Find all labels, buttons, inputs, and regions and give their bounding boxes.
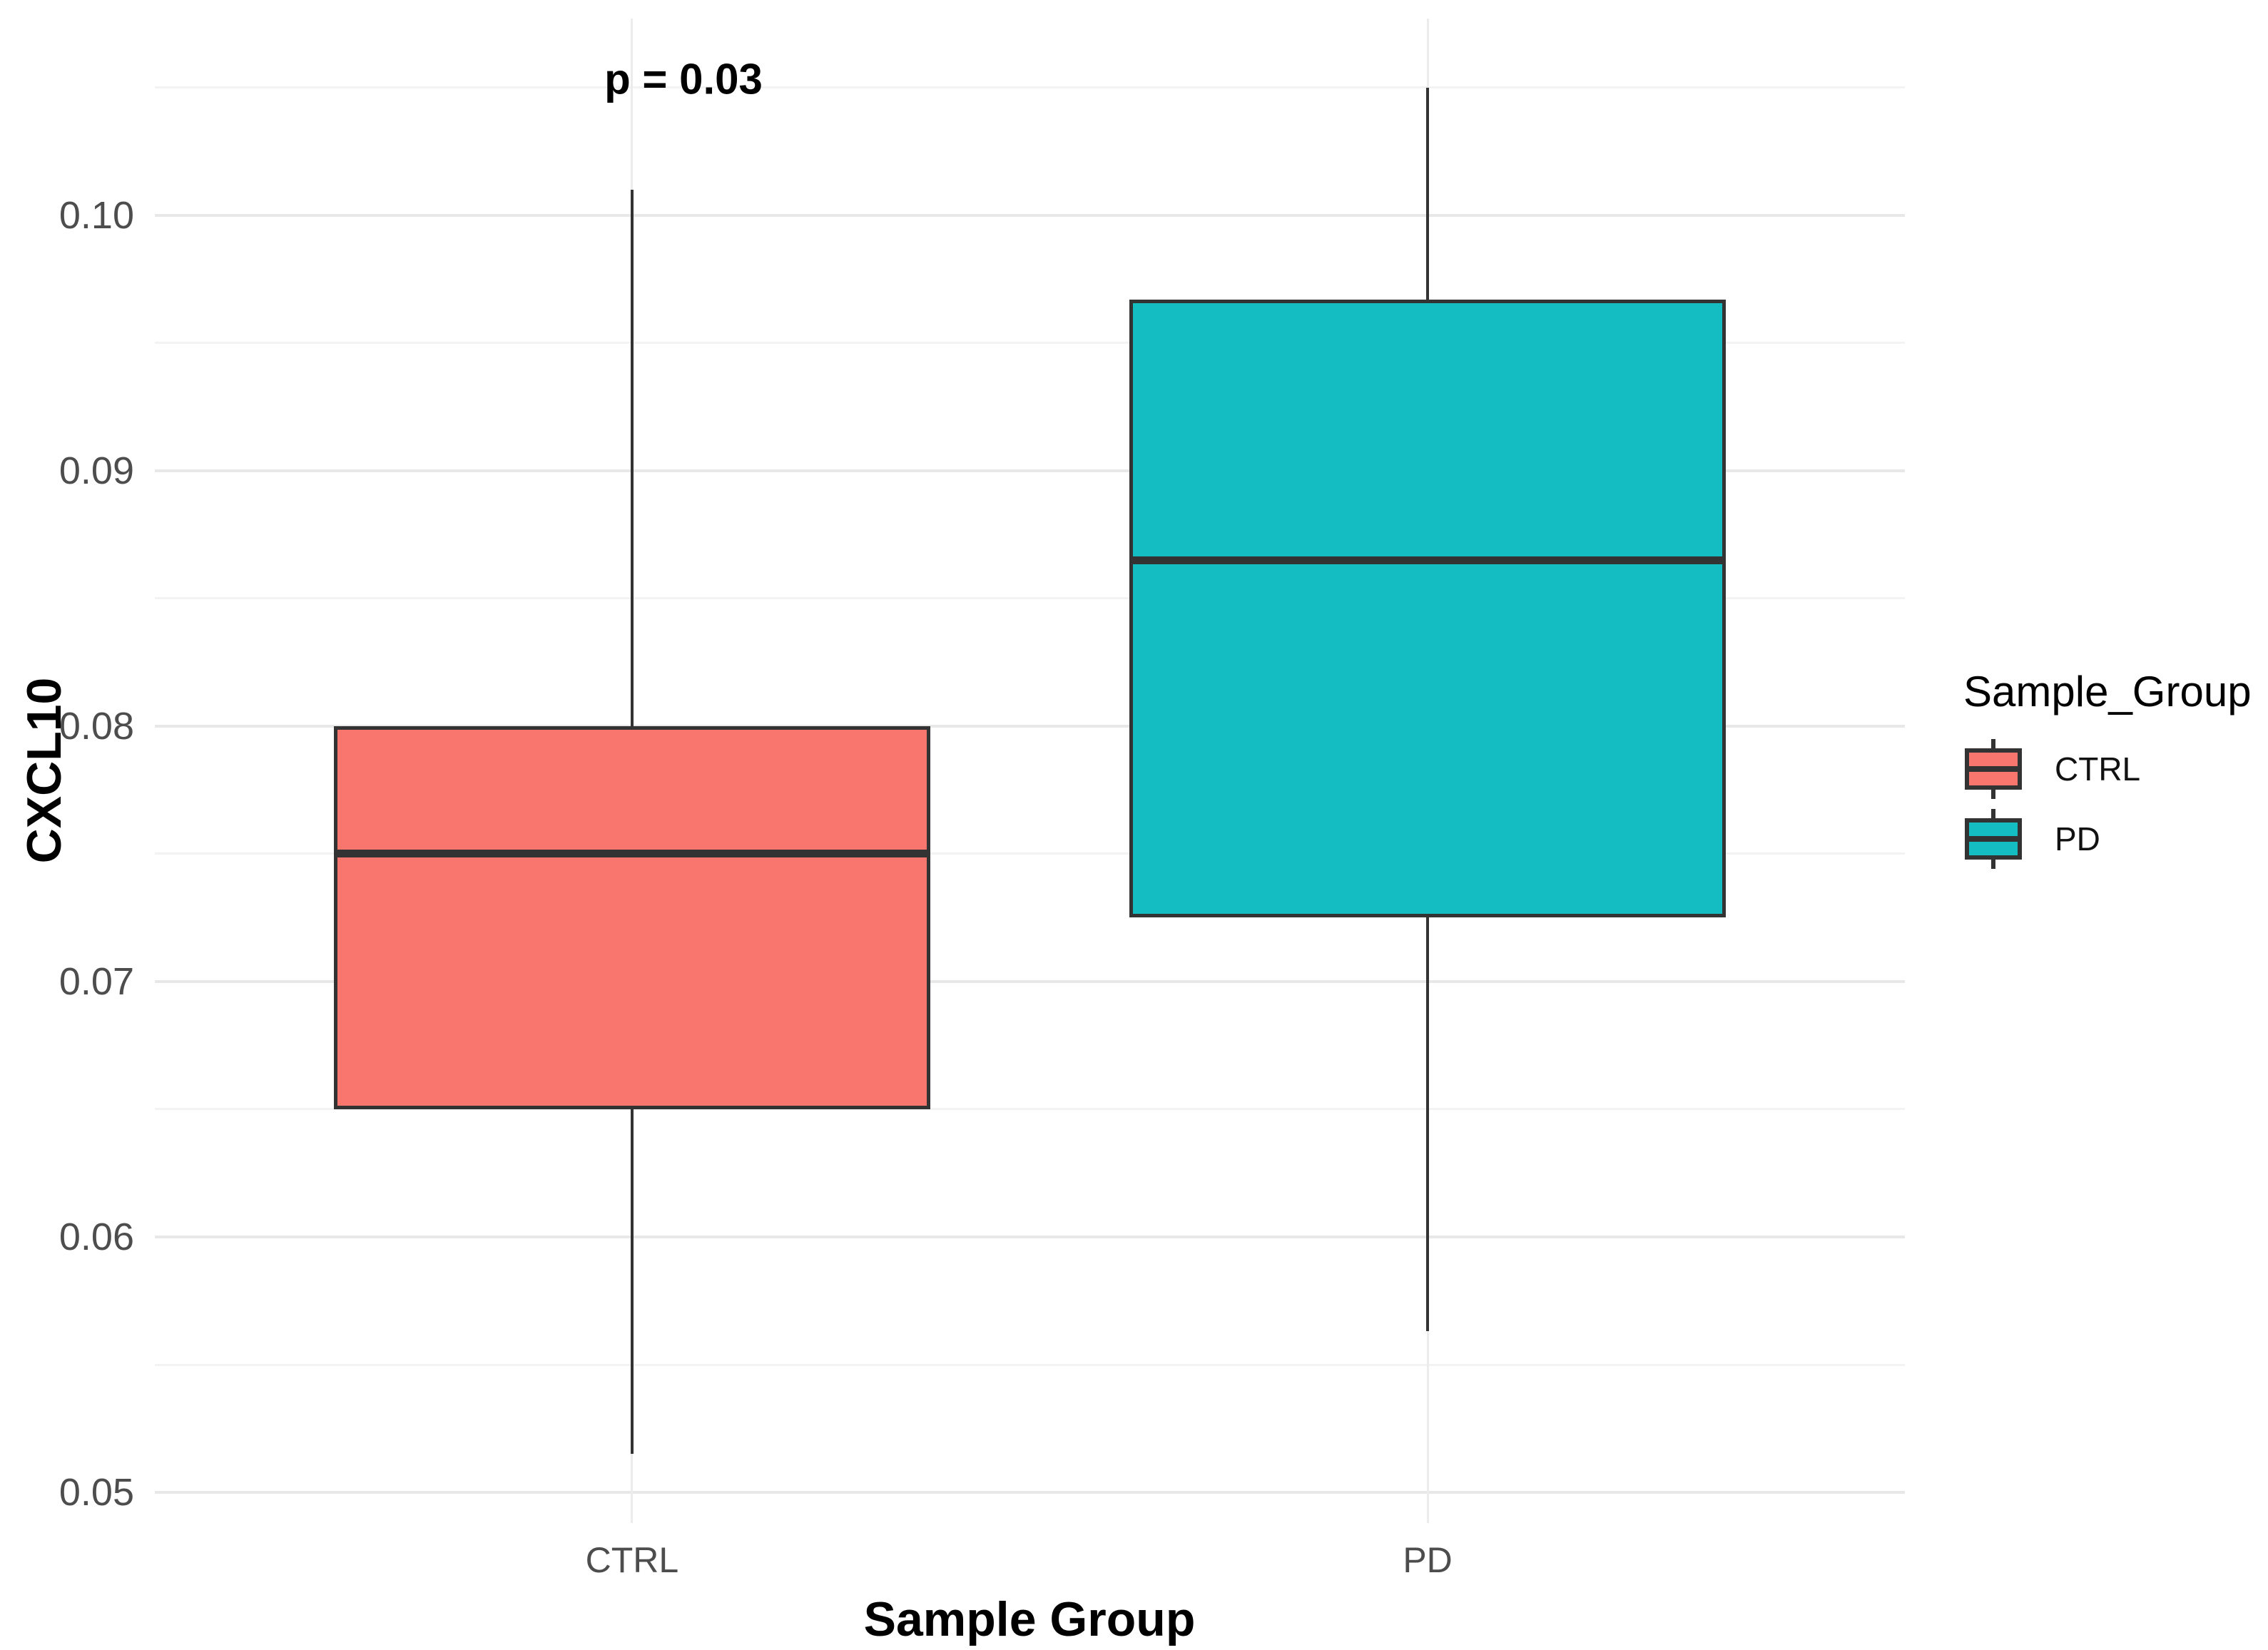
gridline-minor: [155, 1108, 1905, 1111]
boxplot-box-CTRL: [333, 725, 930, 1109]
boxplot-whisker-lower-CTRL: [630, 1109, 634, 1455]
boxplot-box-PD: [1129, 299, 1727, 918]
gridline-major: [155, 213, 1905, 217]
legend-label-pd: PD: [2055, 820, 2100, 857]
boxplot-whisker-upper-PD: [1426, 87, 1430, 300]
gridline-major: [155, 1491, 1905, 1494]
gridline-minor: [155, 342, 1905, 345]
y-axis-title: CXCL10: [17, 677, 71, 864]
y-tick-label: 0.09: [59, 449, 134, 492]
plot-panel: [155, 19, 1905, 1523]
y-tick-label: 0.06: [59, 1215, 134, 1258]
boxplot-key-icon: [1963, 739, 2023, 799]
gridline-major: [155, 979, 1905, 983]
boxplot-whisker-upper-CTRL: [630, 189, 634, 726]
x-tick-label: CTRL: [585, 1540, 679, 1580]
gridline-minor: [155, 597, 1905, 600]
gridline-major: [155, 469, 1905, 472]
x-axis-title: Sample Group: [863, 1592, 1196, 1646]
p-value-annotation: p = 0.03: [604, 55, 763, 103]
key-median-line: [1965, 836, 2022, 842]
legend-item-pd: PD: [1963, 809, 2252, 869]
legend: Sample_Group CTRL PD: [1963, 666, 2252, 879]
boxplot-key-icon: [1963, 809, 2023, 869]
gridline-minor: [155, 852, 1905, 855]
boxplot-whisker-lower-PD: [1426, 917, 1430, 1332]
y-tick-label: 0.10: [59, 193, 134, 237]
boxplot-median-PD: [1129, 556, 1727, 564]
gridline-minor: [155, 86, 1905, 89]
gridline-minor: [155, 1363, 1905, 1366]
legend-item-ctrl: CTRL: [1963, 739, 2252, 799]
gridline-major: [155, 724, 1905, 728]
boxplot-median-CTRL: [333, 850, 930, 858]
x-tick-label: PD: [1403, 1540, 1453, 1580]
legend-title: Sample_Group: [1963, 668, 2252, 715]
y-tick-label: 0.07: [59, 959, 134, 1003]
key-median-line: [1965, 766, 2022, 772]
legend-label-ctrl: CTRL: [2055, 750, 2141, 788]
y-tick-label: 0.08: [59, 704, 134, 748]
gridline-major: [155, 1235, 1905, 1238]
y-tick-label: 0.05: [59, 1471, 134, 1514]
